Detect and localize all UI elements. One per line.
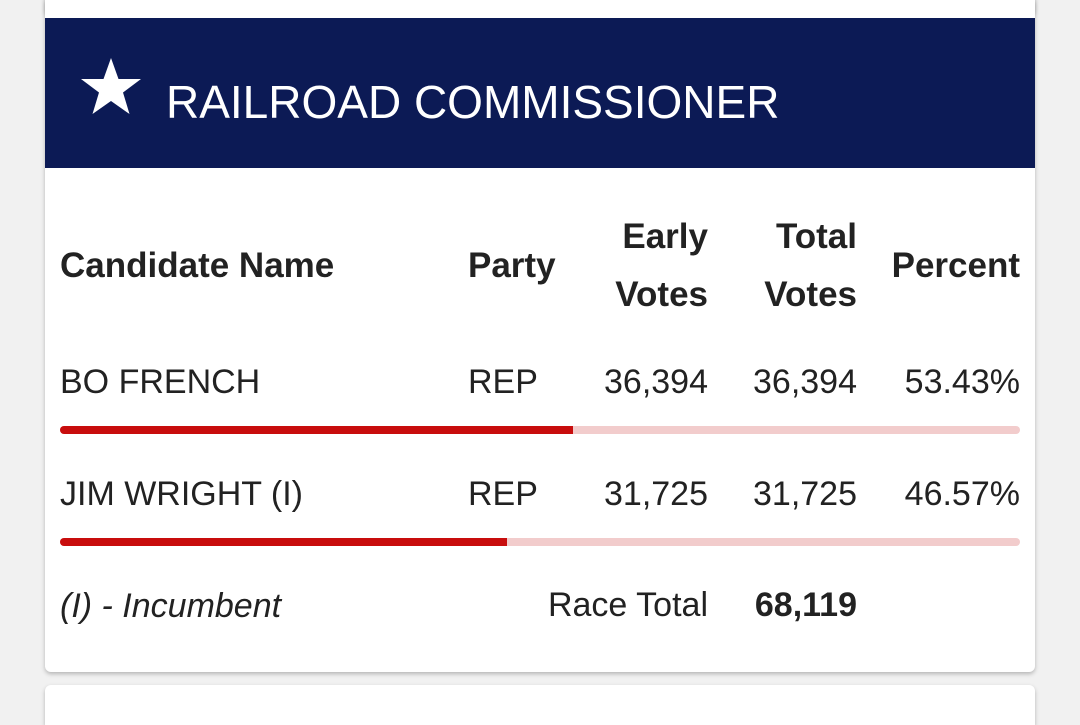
percent-track bbox=[60, 538, 1020, 546]
race-total: 68,119 bbox=[754, 586, 857, 624]
early-votes: 36,394 bbox=[604, 363, 708, 401]
race-card: RAILROAD COMMISSIONER Candidate Name Par… bbox=[45, 0, 1035, 672]
next-card bbox=[45, 685, 1035, 725]
total-votes: 36,394 bbox=[753, 363, 857, 401]
percent-bar bbox=[60, 426, 573, 434]
column-header: Percent bbox=[891, 246, 1020, 285]
column-header: Early Votes bbox=[615, 217, 708, 314]
column-header: Candidate Name bbox=[60, 246, 335, 285]
party: REP bbox=[468, 363, 538, 401]
race-total-label: Race Total bbox=[547, 586, 708, 624]
percent-bar bbox=[60, 538, 508, 546]
candidate-name: JIM WRIGHT (I) bbox=[60, 475, 303, 513]
percent: 53.43% bbox=[904, 363, 1020, 401]
percent-track bbox=[60, 426, 1020, 434]
star-icon bbox=[81, 58, 141, 114]
total-votes: 31,725 bbox=[753, 475, 857, 513]
incumbent-note: (I) - Incumbent bbox=[60, 587, 282, 625]
column-header: Total Votes bbox=[764, 217, 857, 314]
percent: 46.57% bbox=[904, 475, 1020, 513]
column-header: Party bbox=[468, 246, 556, 285]
race-header: RAILROAD COMMISSIONER bbox=[45, 18, 1035, 168]
candidate-name: BO FRENCH bbox=[60, 363, 261, 401]
early-votes: 31,725 bbox=[604, 475, 708, 513]
party: REP bbox=[468, 475, 538, 513]
race-title: RAILROAD COMMISSIONER bbox=[166, 76, 780, 128]
